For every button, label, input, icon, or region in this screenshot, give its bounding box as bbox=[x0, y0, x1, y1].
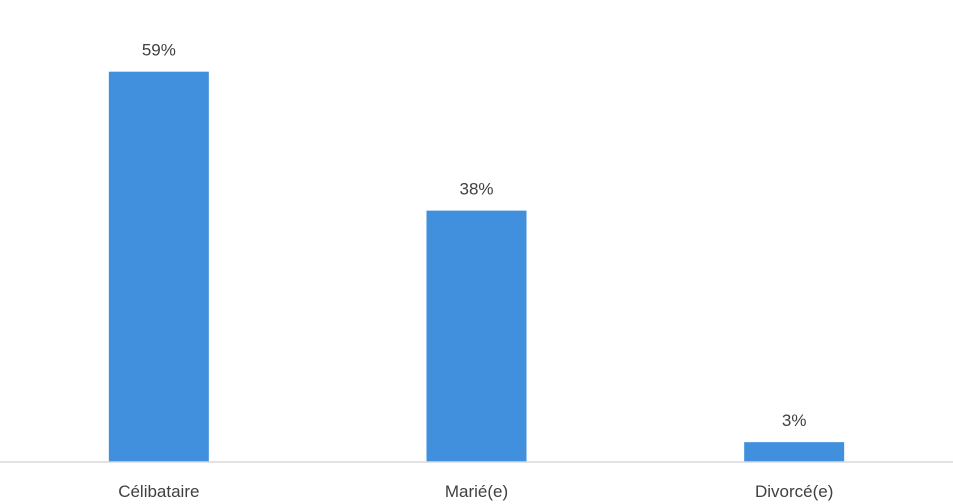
category-label-1: Marié(e) bbox=[445, 482, 508, 501]
bar-1 bbox=[426, 210, 527, 462]
data-label-0: 59% bbox=[142, 41, 176, 60]
category-label-2: Divorcé(e) bbox=[755, 482, 833, 501]
category-labels-group: Célibataire Marié(e) Divorcé(e) bbox=[118, 482, 833, 501]
data-label-1: 38% bbox=[459, 180, 493, 199]
data-labels-group: 59% 38% 3% bbox=[142, 41, 807, 430]
data-label-2: 3% bbox=[782, 411, 807, 430]
bars-group bbox=[108, 71, 845, 462]
bar-2 bbox=[744, 442, 845, 462]
bar-0 bbox=[108, 71, 209, 462]
category-label-0: Célibataire bbox=[118, 482, 199, 501]
